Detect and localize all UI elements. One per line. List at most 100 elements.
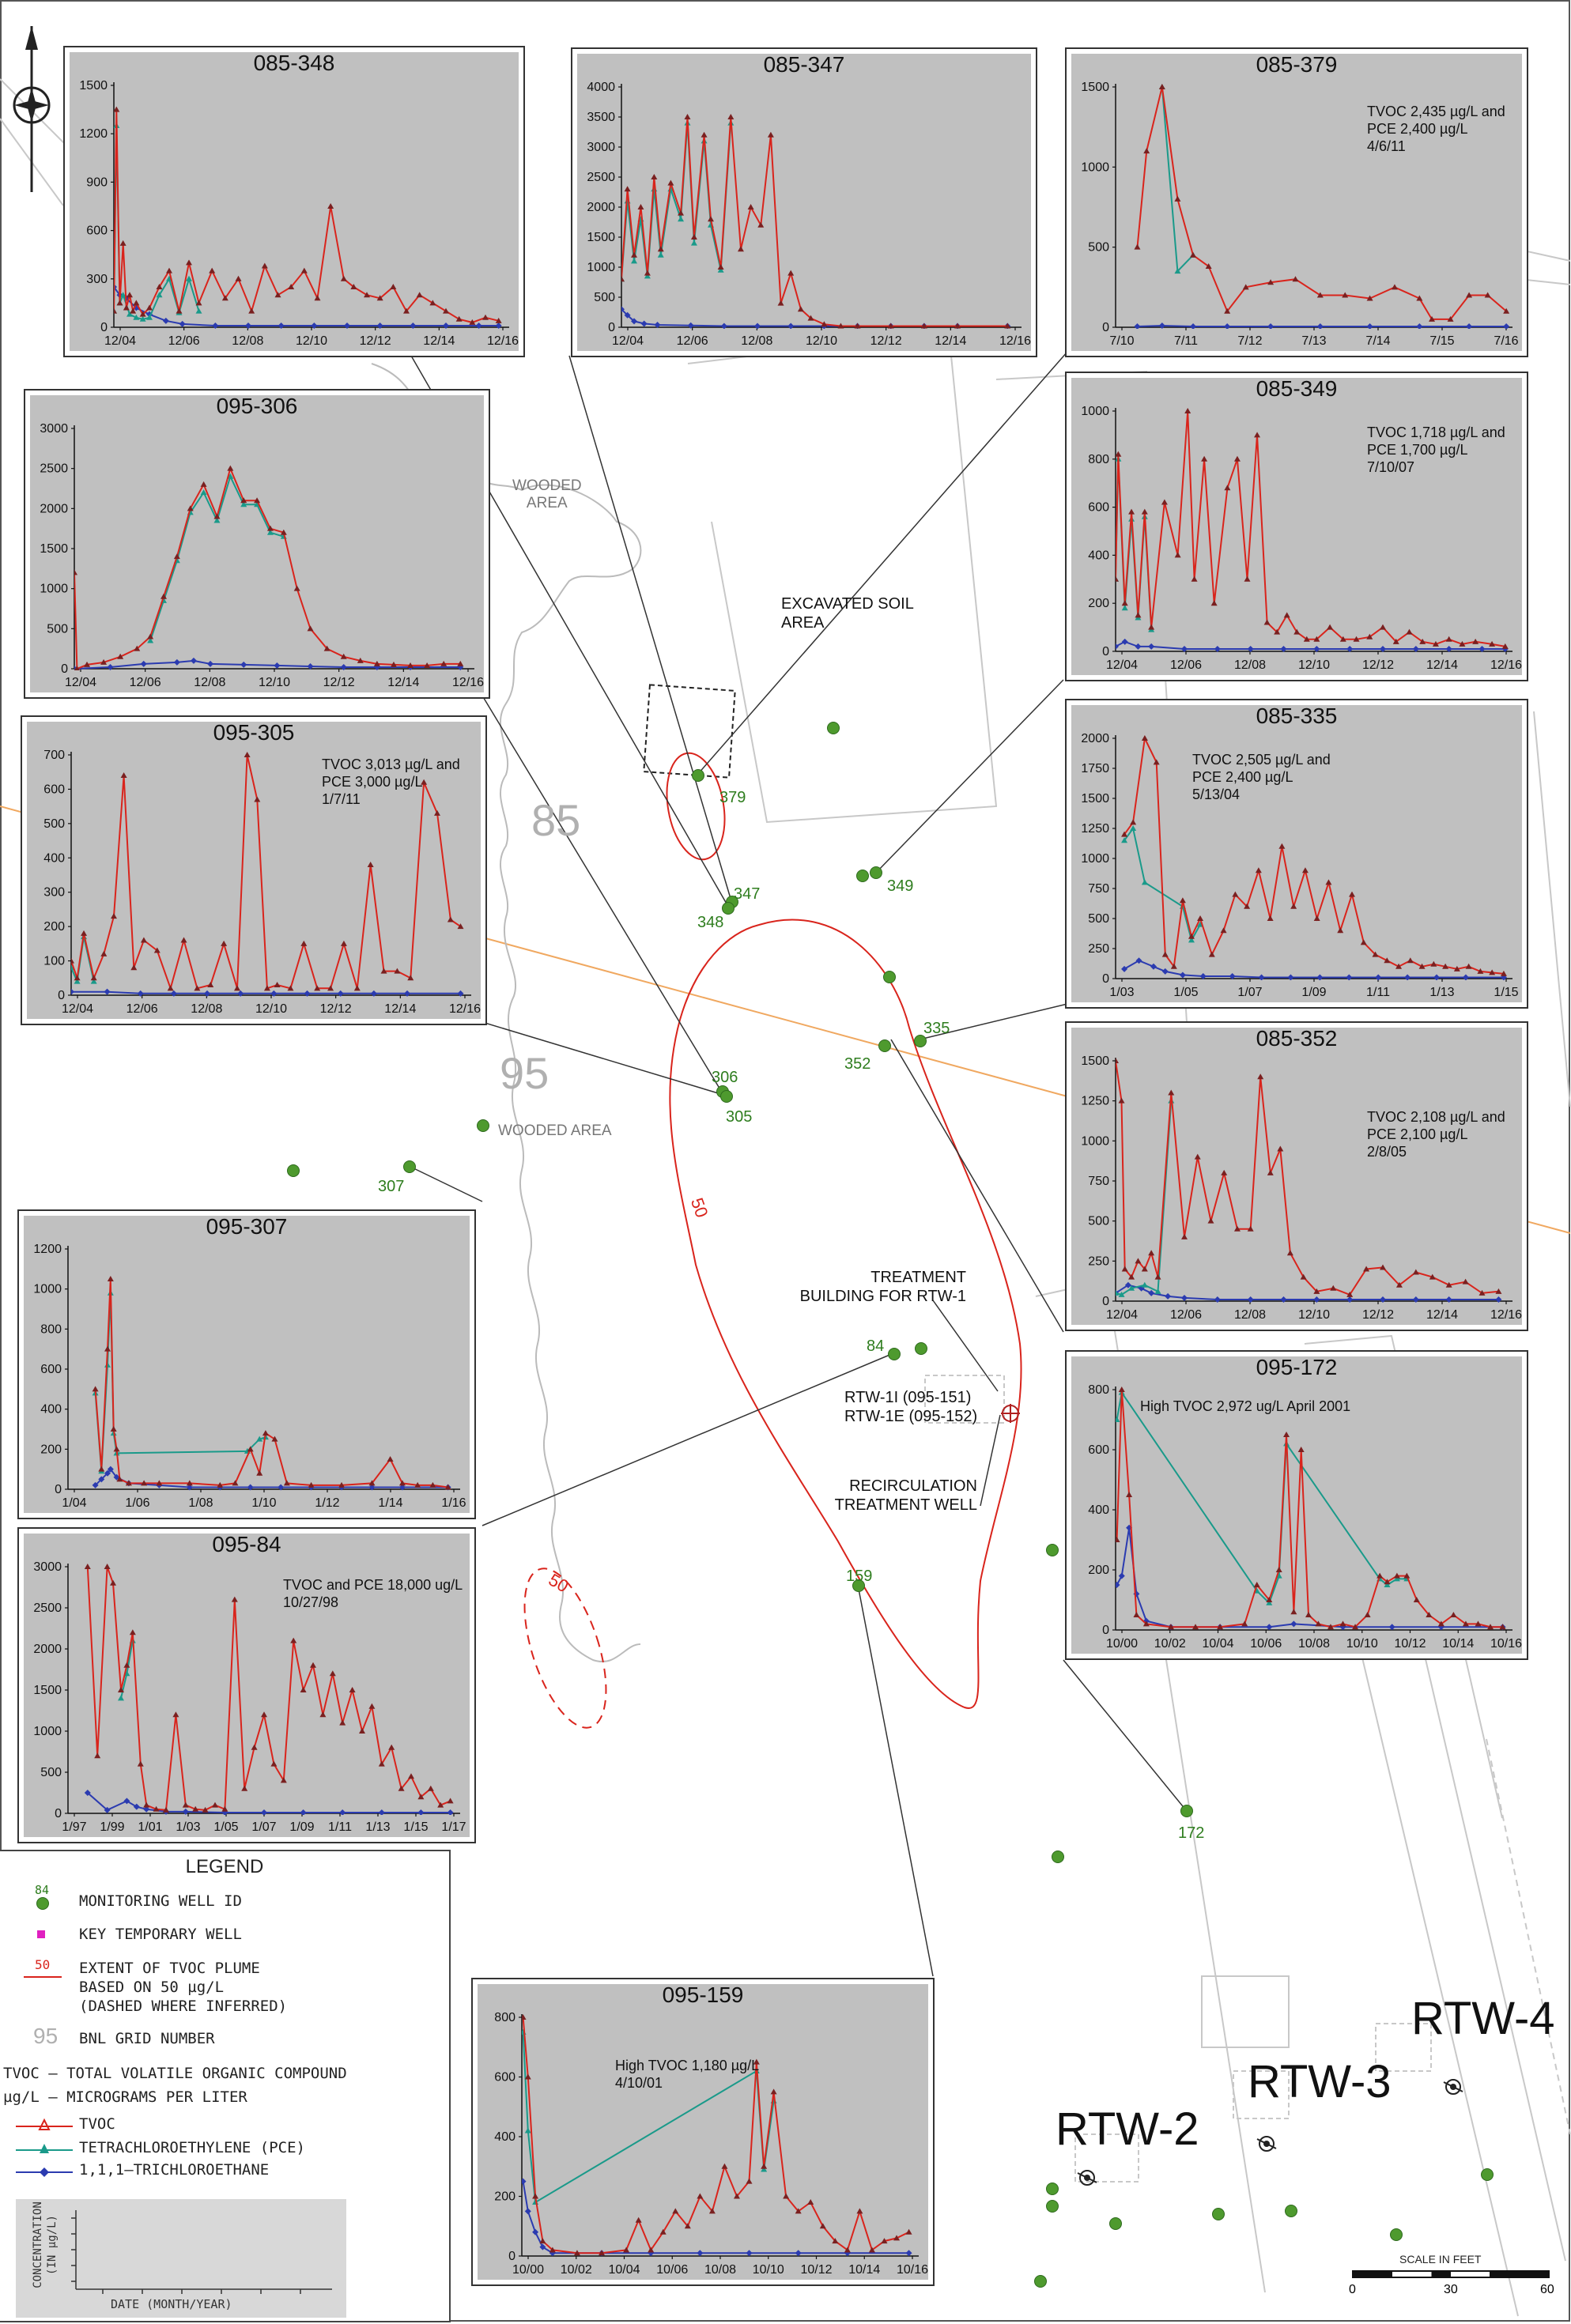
- data-point: [1135, 957, 1142, 964]
- data-point: [217, 1481, 224, 1488]
- well-marker[interactable]: [856, 870, 869, 882]
- well-marker[interactable]: [852, 1579, 865, 1592]
- data-point: [1395, 963, 1403, 969]
- rtw-2-label: RTW-2: [1056, 2103, 1199, 2155]
- data-point: [378, 1809, 385, 1815]
- well-marker[interactable]: [403, 1160, 416, 1173]
- data-point: [1445, 636, 1452, 642]
- legend-well-dot: [36, 1897, 49, 1910]
- data-point: [100, 950, 108, 956]
- chart-plot: 0 250 500 750 1000 1250 1500 1750 2000 1/03 1/05 1/…: [1081, 732, 1518, 999]
- data-point: [274, 662, 281, 669]
- well-marker[interactable]: [1034, 2275, 1047, 2288]
- data-point: [407, 975, 414, 981]
- well-marker[interactable]: [883, 971, 896, 983]
- data-point: [1445, 645, 1452, 652]
- well-marker[interactable]: [1109, 2217, 1122, 2230]
- chart-annotation: TVOC and PCE 18,000 ug/L 10/27/98: [283, 1577, 463, 1610]
- data-point: [1242, 284, 1249, 290]
- data-point: [549, 2247, 556, 2253]
- x-tick-label: 1/15: [1494, 986, 1518, 999]
- well-marker[interactable]: [1046, 1544, 1059, 1556]
- data-point: [524, 2073, 531, 2080]
- series-line: [1123, 960, 1504, 979]
- data-point: [1475, 1620, 1482, 1627]
- series-line: [1116, 1284, 1499, 1300]
- well-marker[interactable]: [722, 902, 735, 915]
- well-marker[interactable]: [827, 722, 840, 734]
- data-point: [429, 1481, 436, 1488]
- data-point: [624, 311, 631, 319]
- data-point: [1142, 1620, 1150, 1627]
- data-point: [160, 593, 168, 599]
- chart-title: 085-379: [1256, 52, 1338, 77]
- data-point: [687, 322, 694, 329]
- data-point: [350, 284, 357, 289]
- x-tick-label: 1/06: [125, 1496, 149, 1510]
- well-marker[interactable]: [914, 1035, 927, 1047]
- y-tick-label: 0: [100, 321, 108, 334]
- data-point: [1128, 508, 1135, 515]
- x-tick-label: 12/08: [232, 334, 263, 348]
- well-marker[interactable]: [1285, 2205, 1297, 2217]
- well-marker[interactable]: [1212, 2208, 1225, 2220]
- well-marker[interactable]: [1390, 2228, 1403, 2241]
- data-point: [1447, 315, 1454, 322]
- data-point: [349, 1687, 356, 1692]
- data-point: [410, 322, 417, 329]
- data-point: [1266, 1597, 1273, 1602]
- data-point: [116, 300, 123, 306]
- well-marker[interactable]: [1481, 2168, 1494, 2181]
- data-point: [1154, 1288, 1161, 1294]
- data-point: [390, 661, 397, 667]
- well-marker[interactable]: [1046, 2183, 1059, 2195]
- x-tick-label: 12/14: [1426, 1308, 1458, 1322]
- x-tick-label: 1/07: [251, 1820, 276, 1834]
- y-tick-label: 1200: [79, 127, 108, 141]
- chart-095-84: 095-84 0 500 1000 1500 2000 2500 3000 1/97 1/99 1/…: [17, 1527, 476, 1843]
- y-tick-label: 3500: [587, 111, 615, 124]
- x-tick-label: 10/04: [1202, 1637, 1233, 1651]
- well-marker[interactable]: [720, 1090, 733, 1103]
- chart-095-306: 095-306 0 500 1000 1500 2000 2500 3000 12/04 12/0…: [24, 389, 490, 699]
- data-point: [376, 322, 383, 329]
- data-point: [1121, 638, 1128, 645]
- data-point: [1244, 575, 1251, 582]
- well-marker[interactable]: [692, 769, 704, 782]
- data-point: [697, 2250, 704, 2257]
- x-tick-label: 12/08: [194, 676, 225, 689]
- data-point: [1280, 1296, 1287, 1303]
- y-tick-label: 1500: [79, 79, 108, 92]
- well-marker[interactable]: [915, 1342, 927, 1355]
- well-marker[interactable]: [1052, 1851, 1064, 1863]
- data-point: [143, 1801, 150, 1808]
- data-point: [221, 1805, 228, 1812]
- x-tick-label: 7/10: [1109, 334, 1134, 348]
- data-point: [300, 1687, 307, 1692]
- data-point: [1205, 262, 1212, 269]
- y-tick-label: 200: [494, 2190, 515, 2204]
- series-line: [522, 2017, 910, 2254]
- well-marker[interactable]: [888, 1348, 901, 1360]
- data-point: [368, 1484, 376, 1491]
- x-tick-label: 1/08: [188, 1496, 213, 1510]
- well-marker[interactable]: [870, 866, 882, 879]
- data-point: [1416, 323, 1423, 329]
- x-tick-label: 1/15: [403, 1820, 428, 1834]
- y-tick-label: 200: [1088, 1564, 1109, 1577]
- data-point: [754, 323, 761, 329]
- well-marker[interactable]: [878, 1039, 891, 1052]
- data-point: [240, 501, 247, 507]
- well-marker[interactable]: [1180, 1805, 1193, 1817]
- data-point: [690, 234, 697, 240]
- data-point: [1453, 965, 1460, 971]
- x-tick-label: 12/08: [191, 1002, 222, 1016]
- data-point: [524, 2208, 531, 2215]
- well-marker[interactable]: [287, 1164, 300, 1177]
- well-marker[interactable]: [1046, 2200, 1059, 2213]
- well-marker[interactable]: [477, 1119, 489, 1132]
- data-point: [787, 270, 795, 276]
- data-point: [256, 1469, 263, 1476]
- data-point: [186, 1480, 193, 1486]
- data-point: [644, 273, 651, 279]
